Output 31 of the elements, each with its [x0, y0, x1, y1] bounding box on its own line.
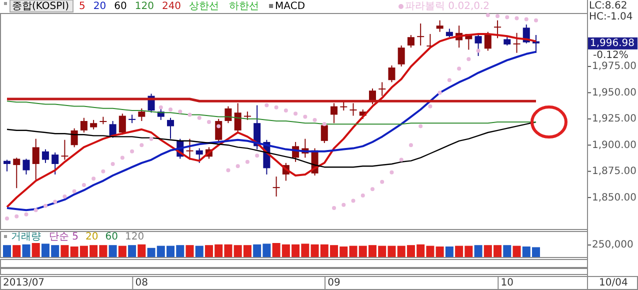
annotation: 120	[125, 232, 144, 243]
legend: 240	[162, 1, 182, 12]
annotation: 1,996.98	[590, 38, 635, 50]
annotation: 2013/07	[3, 278, 45, 289]
annotation: MACD	[275, 1, 306, 12]
annotation: -0.12%	[593, 50, 628, 62]
title: 종합(KOSPI)	[12, 1, 70, 12]
annotation: 상한선	[189, 1, 220, 12]
title: 거래량	[11, 232, 41, 243]
legend: 60	[114, 1, 127, 12]
annotation: 60	[105, 232, 118, 243]
annotation: LC:8.62	[589, 0, 628, 12]
legend: 5	[79, 1, 86, 12]
annotation: 250,000	[592, 240, 634, 251]
annotation: 20	[86, 232, 98, 243]
ytick: 1,850.00	[592, 192, 637, 204]
annotation: HC:-1.04	[589, 12, 633, 23]
legend: 파라볼릭 0.02,0.2	[405, 1, 490, 12]
annotation: 단순 5	[49, 232, 79, 243]
ytick: 1,875.00	[592, 166, 637, 178]
ytick: 1,950.00	[592, 87, 637, 98]
ytick: 1,975.00	[592, 61, 637, 72]
annotation: 하한선	[229, 1, 260, 12]
annotation: 10/04	[599, 278, 628, 289]
ytick: 1,900.00	[592, 140, 637, 151]
xtick: 08	[135, 278, 148, 289]
ytick: 1,925.00	[592, 114, 637, 125]
legend: 20	[93, 1, 106, 12]
xtick: 09	[328, 278, 340, 289]
legend: 120	[134, 1, 154, 12]
xtick: 10	[500, 278, 514, 289]
